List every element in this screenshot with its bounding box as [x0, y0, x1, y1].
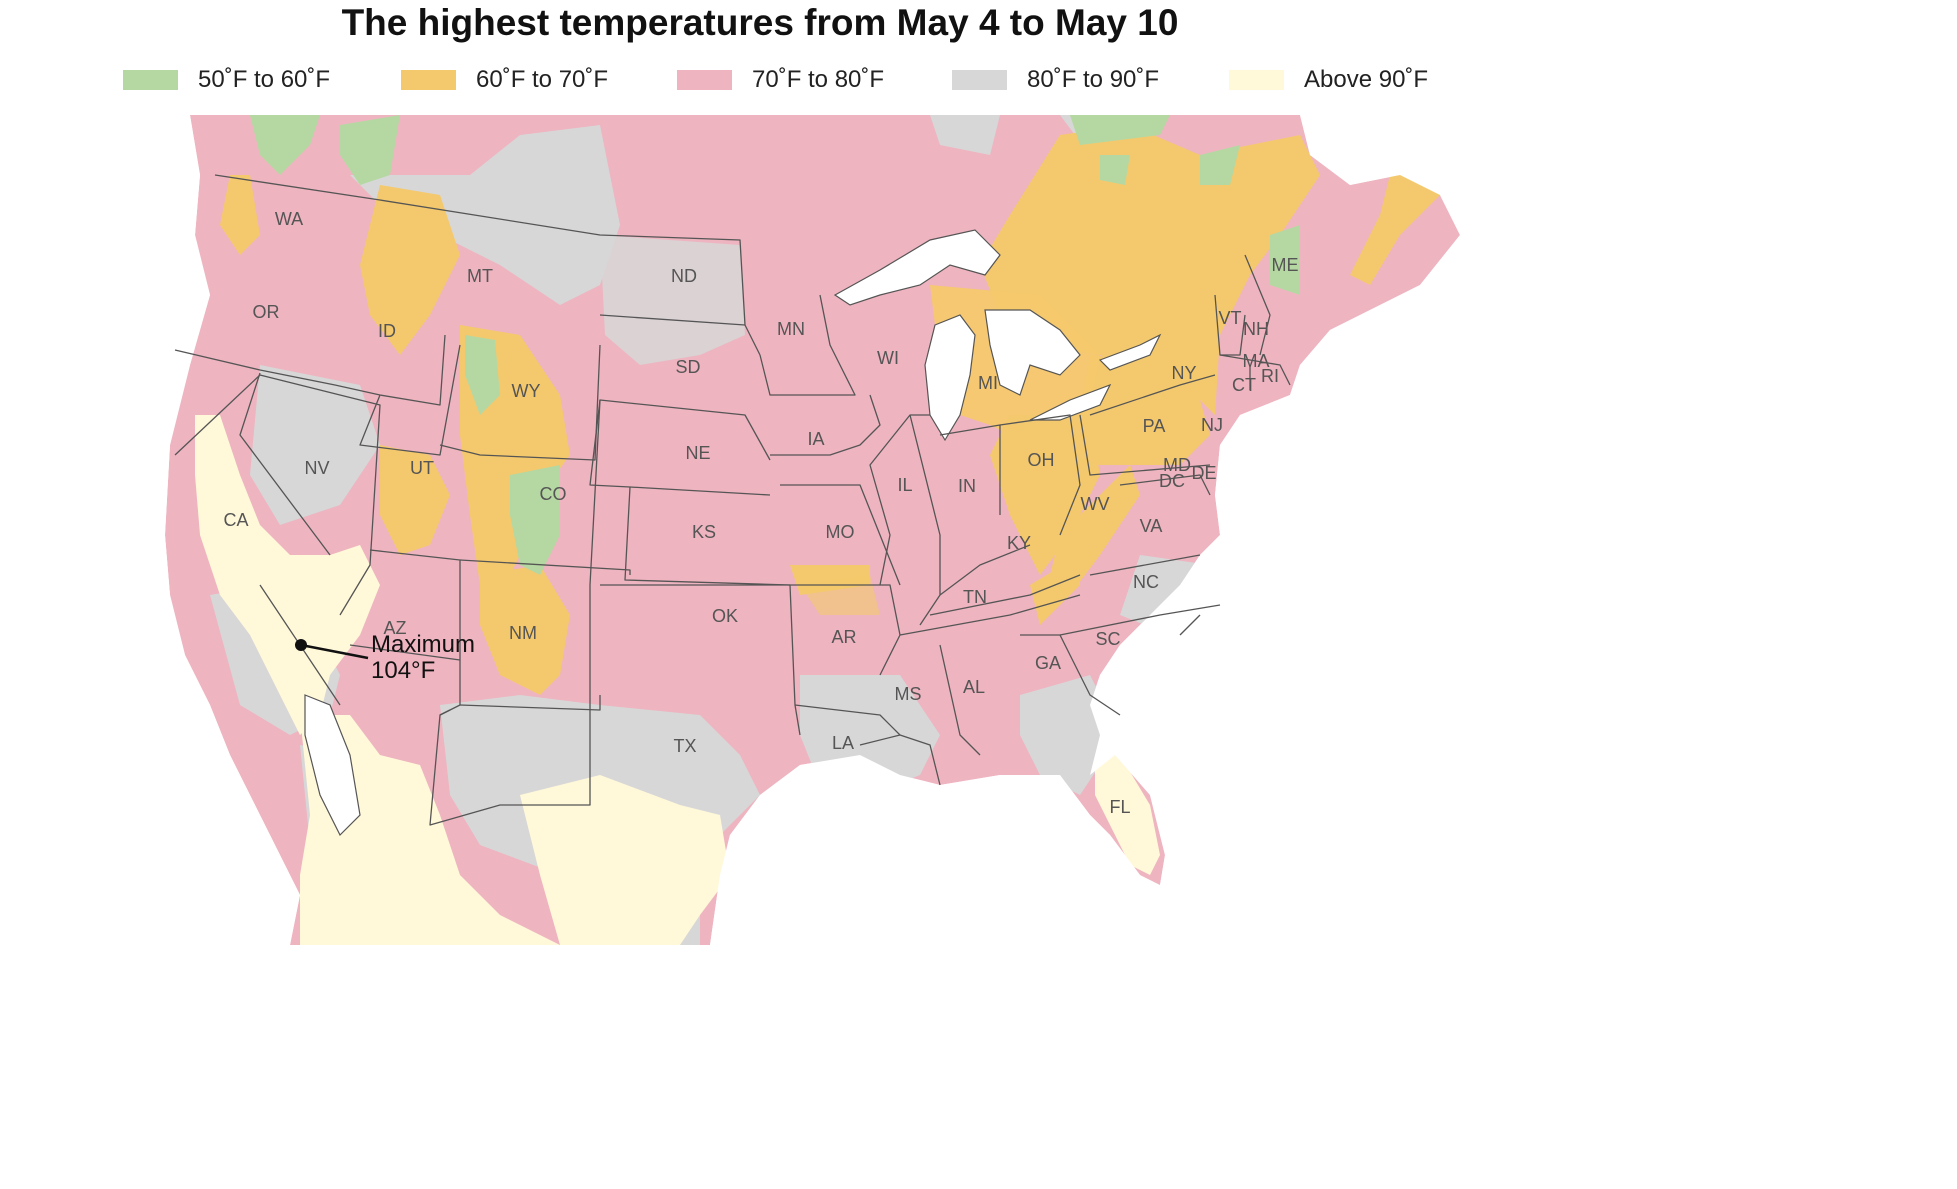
water-layer [0, 115, 1560, 945]
gulf-of-mexico [710, 755, 1160, 945]
legend-label: Above 90˚F [1304, 66, 1429, 93]
state-label-tn: TN [963, 587, 987, 607]
state-label-md: MD [1163, 455, 1191, 475]
legend-label: 70˚F to 80˚F [752, 66, 885, 93]
legend-item-70-80: 70˚F to 80˚F [677, 60, 884, 100]
state-label-ms: MS [895, 684, 922, 704]
state-label-nd: ND [671, 266, 697, 286]
state-label-wy: WY [512, 381, 541, 401]
state-label-wv: WV [1081, 494, 1110, 514]
state-label-nm: NM [509, 623, 537, 643]
legend-item-80-90: 80˚F to 90˚F [952, 60, 1159, 100]
state-label-id: ID [378, 321, 396, 341]
lake-huron [984, 309, 1081, 396]
annotation-value: 104°F [371, 657, 435, 684]
max-annotation: Maximum 104°F [295, 631, 475, 684]
max-point-marker [295, 639, 307, 651]
state-label-mn: MN [777, 319, 805, 339]
state-label-dc: DC [1159, 471, 1185, 491]
state-label-ar: AR [831, 627, 856, 647]
map: WA OR CA ID NV MT WY UT AZ CO NM ND SD N… [0, 115, 1560, 945]
state-label-oh: OH [1028, 450, 1055, 470]
zone-50-60 [250, 115, 1510, 575]
state-label-ma: MA [1243, 351, 1270, 371]
state-label-pa: PA [1143, 416, 1166, 436]
temperature-map: WA OR CA ID NV MT WY UT AZ CO NM ND SD N… [0, 115, 1560, 945]
state-label-az: AZ [383, 618, 406, 638]
state-label-ny: NY [1171, 363, 1196, 383]
legend-label: 50˚F to 60˚F [198, 66, 331, 93]
legend-label: 80˚F to 90˚F [1027, 66, 1160, 93]
state-label-la: LA [832, 733, 854, 753]
lake-michigan [924, 314, 976, 442]
state-label-ga: GA [1035, 653, 1061, 673]
state-labels: WA OR CA ID NV MT WY UT AZ CO NM ND SD N… [223, 209, 1298, 817]
legend-swatch [952, 70, 1007, 90]
state-label-sc: SC [1095, 629, 1120, 649]
state-label-in: IN [958, 476, 976, 496]
state-label-mo: MO [826, 522, 855, 542]
state-label-sd: SD [675, 357, 700, 377]
state-label-vt: VT [1218, 308, 1241, 328]
state-label-nc: NC [1133, 572, 1159, 592]
legend-label: 60˚F to 70˚F [476, 66, 609, 93]
annotation-leader-line [300, 643, 369, 660]
state-label-ky: KY [1007, 533, 1031, 553]
state-borders [174, 174, 1291, 826]
legend-item-above-90: Above 90˚F [1229, 60, 1428, 100]
state-label-de: DE [1191, 463, 1216, 483]
state-label-nj: NJ [1201, 415, 1223, 435]
legend-item-50-60: 50˚F to 60˚F [123, 60, 330, 100]
state-label-me: ME [1272, 255, 1299, 275]
zone-above-90 [195, 415, 1160, 945]
state-label-ca: CA [223, 510, 248, 530]
lake-superior [833, 229, 1001, 306]
legend-swatch [123, 70, 178, 90]
state-label-ri: RI [1261, 366, 1279, 386]
lake-erie [1029, 383, 1112, 421]
legend-item-60-70: 60˚F to 70˚F [401, 60, 608, 100]
state-label-ct: CT [1232, 375, 1256, 395]
state-label-ne: NE [685, 443, 710, 463]
state-label-wa: WA [275, 209, 303, 229]
state-label-nv: NV [304, 458, 329, 478]
state-label-ia: IA [807, 429, 824, 449]
state-label-ut: UT [410, 458, 434, 478]
state-label-mi: MI [978, 373, 998, 393]
state-label-al: AL [963, 677, 985, 697]
lake-ontario [1098, 333, 1162, 371]
atlantic-water [1090, 215, 1560, 945]
state-label-co: CO [540, 484, 567, 504]
pacific-coast-water [0, 115, 300, 945]
state-label-or: OR [253, 302, 280, 322]
state-label-nh: NH [1243, 319, 1269, 339]
state-label-tx: TX [673, 736, 696, 756]
legend-swatch [677, 70, 732, 90]
state-label-va: VA [1140, 516, 1163, 536]
hudson-bay-water [1300, 115, 1560, 235]
annotation-label: Maximum [371, 631, 475, 658]
chart-title: The highest temperatures from May 4 to M… [341, 2, 1179, 43]
state-label-il: IL [897, 475, 912, 495]
state-label-ks: KS [692, 522, 716, 542]
state-label-ok: OK [712, 606, 738, 626]
gulf-of-california [304, 694, 361, 837]
legend-swatch [1229, 70, 1284, 90]
state-label-fl: FL [1109, 797, 1130, 817]
legend-swatch [401, 70, 456, 90]
state-label-wi: WI [877, 348, 899, 368]
legend: 50˚F to 60˚F 60˚F to 70˚F 70˚F to 80˚F 8… [0, 60, 1560, 100]
state-label-mt: MT [467, 266, 493, 286]
